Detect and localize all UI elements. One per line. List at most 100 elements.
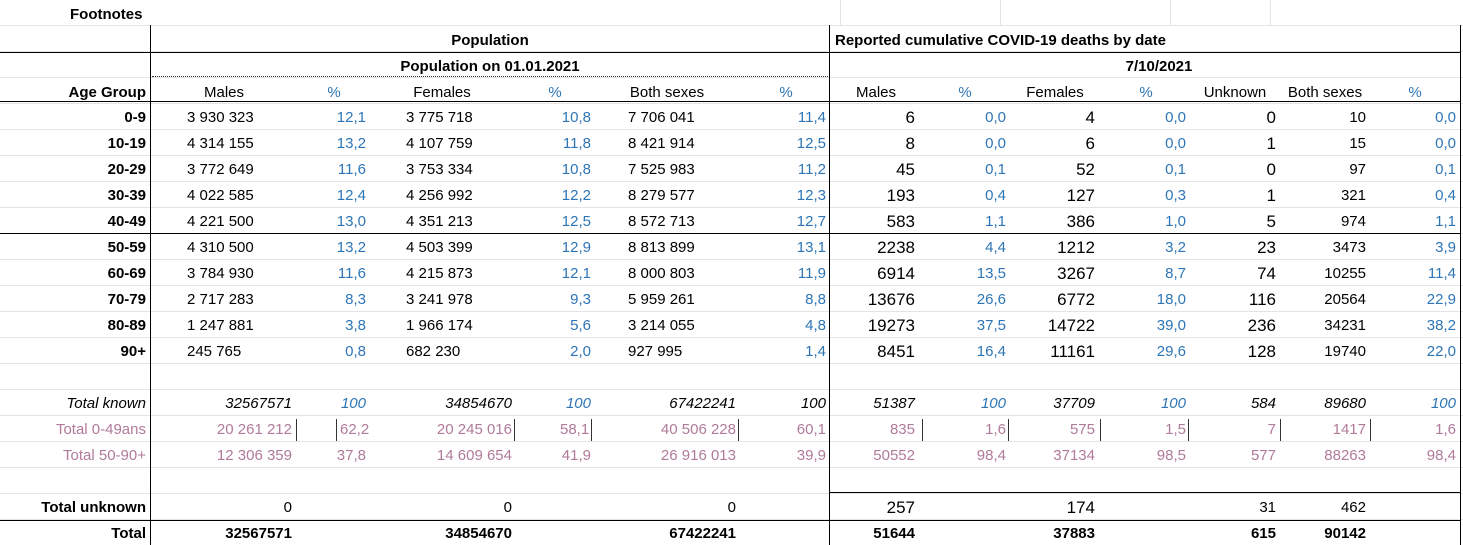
data-cell: 0,4 [1435,187,1456,204]
cell-divider-mark [591,419,592,441]
summary-label: Total unknown [41,499,146,516]
summary-cell: 67422241 [669,525,736,542]
data-cell: 8,8 [805,291,826,308]
data-cell: 236 [1247,316,1276,335]
data-cell: 3,2 [1165,239,1186,256]
cell-divider-mark [922,419,923,441]
data-cell: 1212 [1057,238,1095,257]
data-cell: 0 [1266,108,1276,127]
data-cell: 6 [1085,134,1095,153]
summary-cell: 575 [1069,421,1095,438]
data-cell: 4 215 873 [406,265,473,282]
data-cell: 1,4 [805,343,826,360]
data-cell: 23 [1257,238,1276,257]
summary-cell: 32567571 [225,395,292,412]
summary-cell: 34854670 [445,395,512,412]
data-cell: 0,3 [1165,187,1186,204]
summary-cell: 1417 [1332,421,1366,438]
data-cell: 29,6 [1156,343,1186,360]
summary-cell: 462 [1340,499,1366,516]
data-cell: 13,1 [796,239,826,256]
data-cell: 6 [905,108,915,127]
data-cell: 0,1 [1165,161,1186,178]
data-cell: 4 310 500 [187,239,254,256]
data-cell: 4 503 399 [406,239,473,256]
summary-cell: 89680 [1324,395,1366,412]
summary-cell: 88263 [1324,447,1366,464]
data-cell: 74 [1257,264,1276,283]
data-cell: 5,6 [570,317,591,334]
data-cell: 0 [1266,160,1276,179]
data-cell: 19273 [867,316,915,335]
data-cell: 12,1 [336,109,366,126]
footnotes-label: Footnotes [70,6,143,23]
age-group-header: Age Group [68,84,147,101]
right-border [1460,25,1461,545]
summary-cell: 34854670 [445,525,512,542]
deaths-unknown-header: Unknown [1203,84,1267,101]
summary-cell: 100 [1160,395,1186,412]
summary-cell: 98,4 [976,447,1006,464]
summary-cell: 100 [800,395,826,412]
pop-males-header: Males [203,84,245,101]
age-group-cell: 20-29 [107,161,146,178]
summary-cell: 37883 [1053,525,1095,542]
age-group-cell: 50-59 [107,239,146,256]
data-cell: 3,9 [1435,239,1456,256]
summary-cell: 62,2 [340,421,370,438]
data-cell: 34231 [1324,317,1366,334]
data-cell: 7 525 983 [628,161,695,178]
data-cell: 8 421 914 [628,135,695,152]
summary-cell: 41,9 [561,447,591,464]
deaths-header: Reported cumulative COVID-19 deaths by d… [835,32,1166,49]
summary-cell: 32567571 [225,525,292,542]
summary-cell: 31 [1259,499,1276,516]
pop-females-pct-header: % [548,84,562,101]
data-cell: 10 [1349,109,1366,126]
summary-cell: 615 [1250,525,1276,542]
data-cell: 8,7 [1165,265,1186,282]
data-cell: 12,3 [796,187,826,204]
data-cell: 3 775 718 [406,109,473,126]
age-group-cell: 80-89 [107,317,146,334]
pop-males-pct-header: % [327,84,341,101]
data-cell: 12,4 [336,187,366,204]
summary-cell: 12 306 359 [216,447,292,464]
data-cell: 12,5 [796,135,826,152]
summary-cell: 51644 [873,525,915,542]
data-cell: 22,0 [1426,343,1456,360]
data-cell: 0,0 [1165,135,1186,152]
population-header: Population [451,32,529,49]
data-cell: 2238 [877,238,915,257]
data-cell: 13,0 [336,213,366,230]
summary-cell: 0 [503,499,512,516]
total-separator [0,520,1460,521]
data-cell: 10255 [1324,265,1366,282]
data-cell: 3 214 055 [628,317,695,334]
data-cell: 15 [1349,135,1366,152]
summary-cell: 67422241 [669,395,736,412]
data-cell: 38,2 [1426,317,1456,334]
data-cell: 8 572 713 [628,213,695,230]
data-cell: 39,0 [1156,317,1186,334]
data-cell: 3 753 334 [406,161,473,178]
age-group-cell: 0-9 [124,109,146,126]
cell-divider-mark [1280,419,1281,441]
age-49-separator [0,233,1460,234]
data-cell: 8 [905,134,915,153]
data-cell: 0,1 [1435,161,1456,178]
data-cell: 245 765 [187,343,242,360]
pop-both-header: Both sexes [629,84,705,101]
data-cell: 6772 [1057,290,1095,309]
summary-cell: 60,1 [796,421,826,438]
data-cell: 8 279 577 [628,187,695,204]
data-cell: 0,1 [985,161,1006,178]
data-cell: 1,1 [1435,213,1456,230]
summary-cell: 37134 [1053,447,1095,464]
age-column-border [150,25,151,545]
data-cell: 12,2 [561,187,591,204]
summary-cell: 100 [565,395,591,412]
cell-divider-mark [296,419,297,441]
data-cell: 4 107 759 [406,135,473,152]
age-group-cell: 90+ [120,343,146,360]
